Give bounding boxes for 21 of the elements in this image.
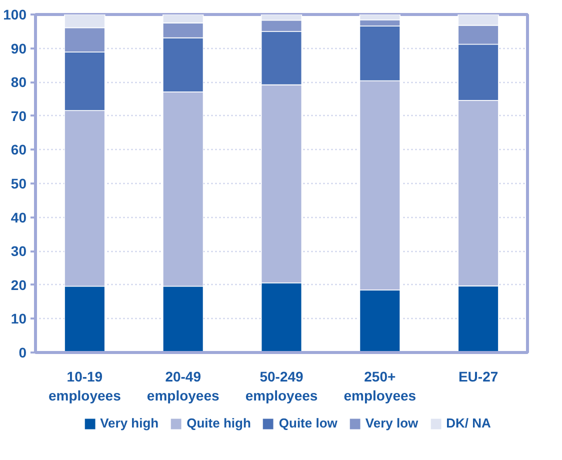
y-tick-label: 0 xyxy=(18,344,27,360)
y-tick-label: 20 xyxy=(10,276,27,293)
x-tick-label: 10-19 employees xyxy=(48,368,122,404)
y-tick-label: 10 xyxy=(10,310,27,327)
x-tick-label: 250+ employees xyxy=(344,368,416,404)
legend-label: Very low xyxy=(365,416,418,430)
y-tick-label: 80 xyxy=(10,74,27,90)
y-tick-label: 30 xyxy=(10,243,27,260)
legend-label: Quite high xyxy=(186,416,251,430)
y-tick-label: 90 xyxy=(10,40,27,56)
y-tick-label: 50 xyxy=(10,176,27,192)
legend-label: Quite low xyxy=(278,416,338,430)
legend-label: DK/ NA xyxy=(446,416,491,430)
y-tick-label: 70 xyxy=(10,108,27,124)
y-tick-label: 100 xyxy=(3,6,27,22)
x-tick-label: 50-249 employees xyxy=(245,368,318,404)
x-tick-label: EU-27 xyxy=(458,368,498,384)
legend-label: Very high xyxy=(100,416,159,430)
x-tick-label: 20-49 employees xyxy=(146,368,220,404)
y-tick-label: 40 xyxy=(10,209,27,226)
y-tick-label: 60 xyxy=(10,142,27,158)
